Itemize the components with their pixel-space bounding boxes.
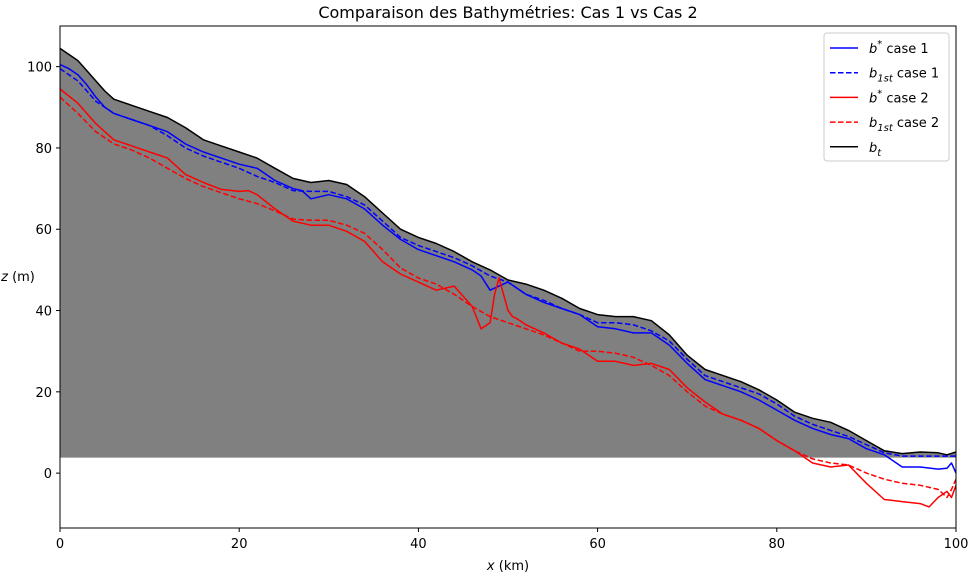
x-tick-label: 0 <box>56 537 64 552</box>
legend-label-b1st1: b1st case 1 <box>869 67 939 85</box>
plot-area <box>60 47 956 508</box>
x-tick-label: 80 <box>769 537 786 552</box>
y-tick-label: 0 <box>44 467 52 482</box>
y-tick-label: 40 <box>35 305 52 320</box>
x-axis-label: x (km) <box>486 559 529 574</box>
legend: b* case 1 b1st case 1 b* case 2 b1st case 2… <box>823 32 950 162</box>
legend-label-bt: bt <box>869 141 882 159</box>
y-tick-label: 80 <box>35 142 52 157</box>
series-line-bstar2 <box>60 88 956 508</box>
plot-frame <box>59 25 957 529</box>
y-axis-label: z (m) <box>0 270 35 285</box>
x-axis-unit: (km) <box>495 559 529 574</box>
y-axis-var: z <box>0 270 9 285</box>
y-tick-label: 100 <box>27 61 52 76</box>
x-tick-label: 60 <box>589 537 606 552</box>
axes: 0 20 40 60 80 100 0 20 40 60 80 100 <box>27 25 969 552</box>
x-tick-label: 100 <box>944 537 969 552</box>
x-axis-var: x <box>486 559 495 574</box>
x-tick-label: 40 <box>410 537 427 552</box>
series-line-bt <box>60 47 956 456</box>
x-tick-label: 20 <box>231 537 248 552</box>
chart-title: Comparaison des Bathymétries: Cas 1 vs C… <box>318 3 697 22</box>
y-tick-label: 20 <box>35 386 52 401</box>
seabed-fill <box>60 48 956 458</box>
legend-box <box>823 32 950 162</box>
series-line-b1st2 <box>60 96 956 499</box>
series-line-bstar1 <box>60 63 956 474</box>
legend-label-b1st2: b1st case 2 <box>869 116 939 134</box>
legend-label-bstar1: b* case 1 <box>869 39 929 57</box>
legend-label-bstar2: b* case 2 <box>869 88 929 106</box>
y-tick-label: 60 <box>35 223 52 238</box>
y-axis-unit: (m) <box>8 270 35 285</box>
